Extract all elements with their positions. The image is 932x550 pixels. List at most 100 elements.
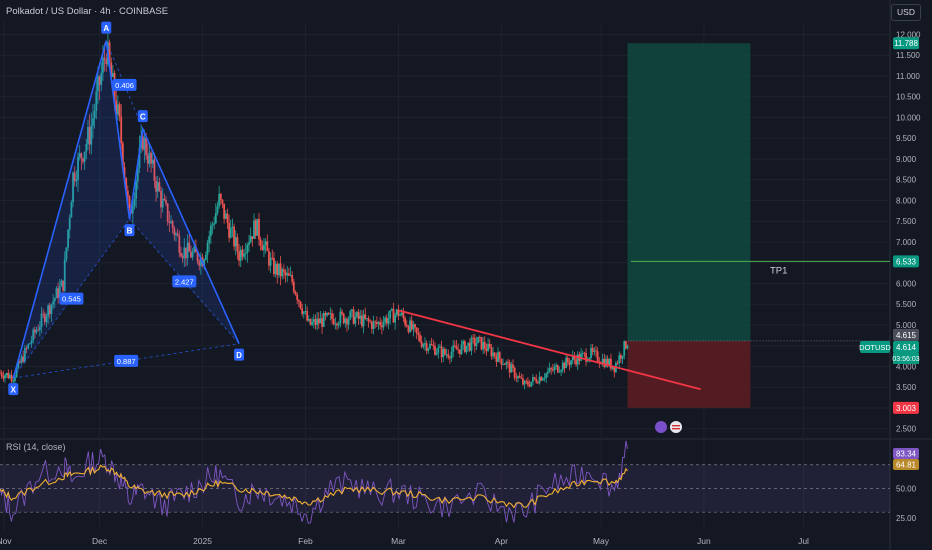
candle-body bbox=[98, 76, 101, 85]
candle-body bbox=[462, 341, 465, 345]
candle-body bbox=[163, 198, 166, 201]
y-tick-label: 4.000 bbox=[896, 362, 917, 371]
candle-body bbox=[485, 348, 488, 352]
candle-body bbox=[251, 236, 254, 239]
candle-body bbox=[22, 356, 25, 362]
candle-body bbox=[400, 312, 403, 315]
candle-body bbox=[583, 352, 586, 354]
candle-body bbox=[273, 258, 275, 275]
candle-body bbox=[146, 155, 149, 164]
candle-body bbox=[527, 381, 529, 385]
candle-body bbox=[616, 363, 619, 364]
candle-body bbox=[78, 153, 81, 157]
candle-body bbox=[322, 313, 325, 327]
candle-body bbox=[302, 311, 305, 314]
candle-body bbox=[605, 358, 607, 367]
candle-body bbox=[543, 377, 546, 379]
candle-body bbox=[43, 313, 46, 323]
y-tick-label: 11.500 bbox=[896, 51, 920, 60]
candle-body bbox=[357, 312, 360, 319]
candle-body bbox=[63, 259, 66, 291]
candle-body bbox=[419, 334, 421, 342]
candle-body bbox=[24, 348, 26, 362]
candle-body bbox=[128, 196, 131, 209]
candle-body bbox=[585, 353, 587, 362]
rsi-value-text: 64.81 bbox=[896, 461, 917, 470]
candle-body bbox=[610, 358, 612, 369]
y-tick-label: 9.500 bbox=[896, 134, 917, 143]
rsi-ma-line bbox=[0, 464, 628, 509]
tp1-label: TP1 bbox=[770, 265, 787, 276]
candle-body bbox=[508, 362, 511, 373]
candle-body bbox=[238, 251, 240, 261]
candle-body bbox=[264, 241, 267, 245]
candle-body bbox=[226, 213, 229, 223]
candle-body bbox=[244, 252, 247, 254]
candle-body bbox=[467, 342, 470, 346]
candle-body bbox=[361, 315, 363, 327]
candle-body bbox=[249, 236, 252, 243]
x-tick-label: Feb bbox=[298, 536, 313, 546]
candle-body bbox=[12, 380, 15, 382]
candle-body bbox=[465, 345, 468, 353]
pattern-ratio-line bbox=[129, 218, 240, 344]
candle-body bbox=[367, 318, 370, 322]
candle-body bbox=[377, 322, 380, 324]
pattern-point-badge bbox=[137, 110, 148, 123]
candle-body bbox=[522, 378, 524, 385]
candle-body bbox=[67, 229, 69, 248]
candle-body bbox=[447, 354, 450, 358]
candle-body bbox=[487, 343, 489, 352]
pattern-triangle-xab bbox=[13, 40, 130, 379]
x-tick-label: May bbox=[593, 536, 610, 546]
candle-body bbox=[211, 224, 214, 226]
candle-body bbox=[608, 358, 611, 366]
candle-body bbox=[495, 356, 498, 362]
candle-body bbox=[185, 247, 187, 259]
candle-body bbox=[95, 91, 98, 112]
candle-body bbox=[329, 313, 332, 315]
price-label-badge bbox=[893, 37, 919, 50]
candle-body bbox=[488, 343, 491, 348]
countdown-text: 03:56:03 bbox=[892, 356, 919, 363]
candle-body bbox=[374, 321, 377, 323]
candle-body bbox=[108, 42, 111, 63]
candle-body bbox=[148, 152, 151, 164]
candle-body bbox=[131, 206, 134, 214]
candle-body bbox=[538, 376, 541, 384]
candle-body bbox=[455, 346, 458, 350]
candle-body bbox=[402, 312, 405, 319]
candle-body bbox=[505, 362, 508, 365]
candle-body bbox=[278, 263, 280, 276]
candle-body bbox=[541, 378, 544, 381]
price-label-badge bbox=[893, 328, 919, 341]
price-label-badge bbox=[893, 255, 919, 268]
candle-body bbox=[520, 377, 523, 379]
candle-body bbox=[35, 329, 38, 333]
candle-body bbox=[453, 345, 456, 347]
candle-body bbox=[77, 156, 79, 180]
candle-body bbox=[151, 159, 154, 164]
y-tick-label: 8.000 bbox=[896, 196, 917, 205]
currency-button[interactable]: USD bbox=[891, 4, 921, 21]
candle-body bbox=[346, 318, 348, 325]
candle-body bbox=[188, 242, 191, 252]
candle-body bbox=[352, 309, 355, 324]
y-tick-label: 7.000 bbox=[896, 238, 917, 247]
pattern-triangle-bcd bbox=[129, 129, 240, 344]
candle-body bbox=[513, 367, 516, 378]
candle-body bbox=[434, 346, 436, 355]
candle-body bbox=[425, 343, 428, 351]
candle-body bbox=[586, 360, 589, 362]
candle-body bbox=[276, 263, 279, 276]
symbol-badge bbox=[860, 340, 890, 353]
candle-body bbox=[444, 349, 446, 355]
candle-body bbox=[282, 269, 285, 272]
candle-body bbox=[354, 316, 357, 324]
x-tick-label: Nov bbox=[0, 536, 12, 546]
price-label-text: 11.788 bbox=[894, 39, 918, 48]
candle-body bbox=[214, 212, 217, 224]
candle-body bbox=[292, 281, 295, 292]
candle-body bbox=[156, 182, 159, 192]
